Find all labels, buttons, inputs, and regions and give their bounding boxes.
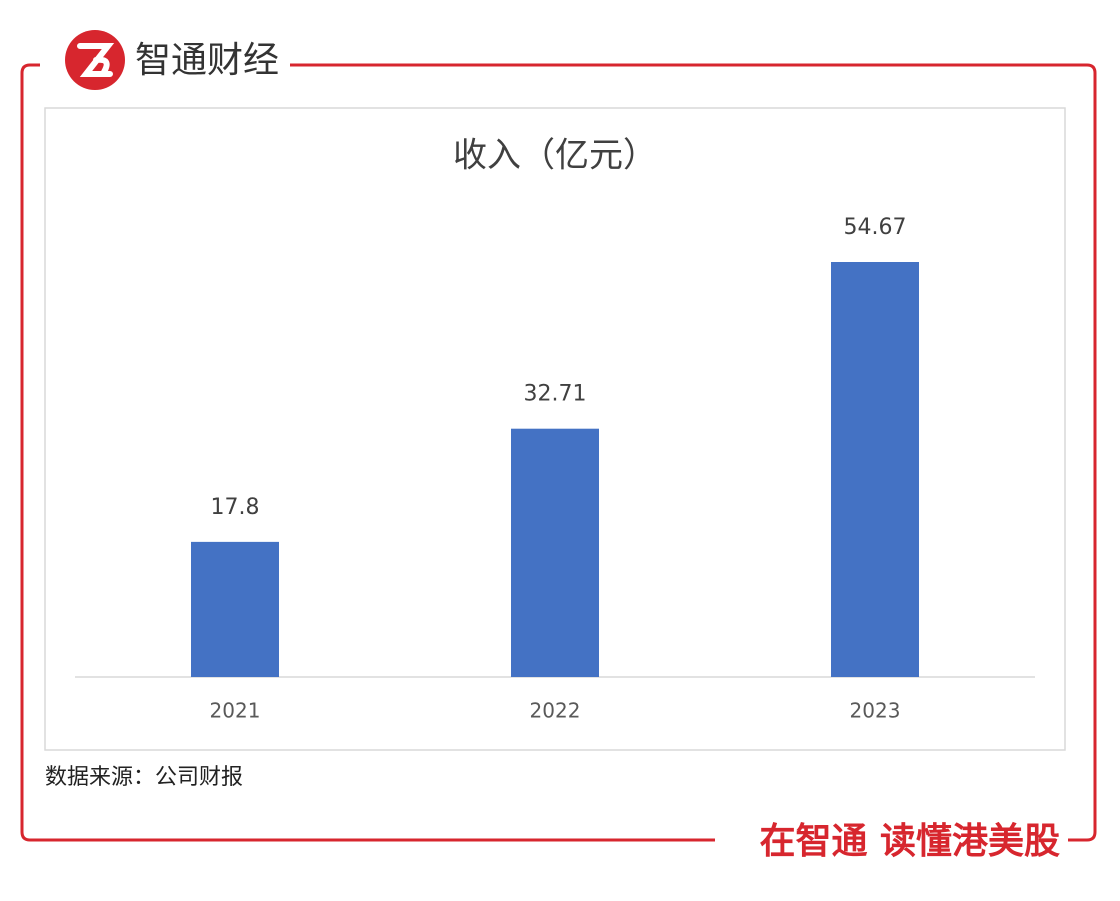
x-tick-label: 2021 (210, 699, 261, 723)
bar (511, 428, 599, 677)
frame-line (20, 63, 715, 842)
value-label: 32.71 (524, 382, 587, 407)
slogan: 在智通 读懂港美股 (759, 821, 1060, 862)
bar (831, 262, 919, 677)
frame-line (290, 63, 1097, 842)
brand: 智通财经 (135, 40, 279, 81)
bar (191, 541, 279, 677)
x-tick-label: 2022 (530, 699, 581, 723)
plot: 2021 17.8 2022 32.71 2023 54.67 (191, 215, 919, 723)
value-label: 17.8 (211, 495, 260, 520)
logo-mark (77, 43, 115, 77)
x-tick-label: 2023 (850, 699, 901, 723)
chart-title: 收入（亿元） (453, 136, 657, 176)
value-label: 54.67 (844, 215, 907, 240)
source: 数据来源：公司财报 (45, 765, 243, 790)
